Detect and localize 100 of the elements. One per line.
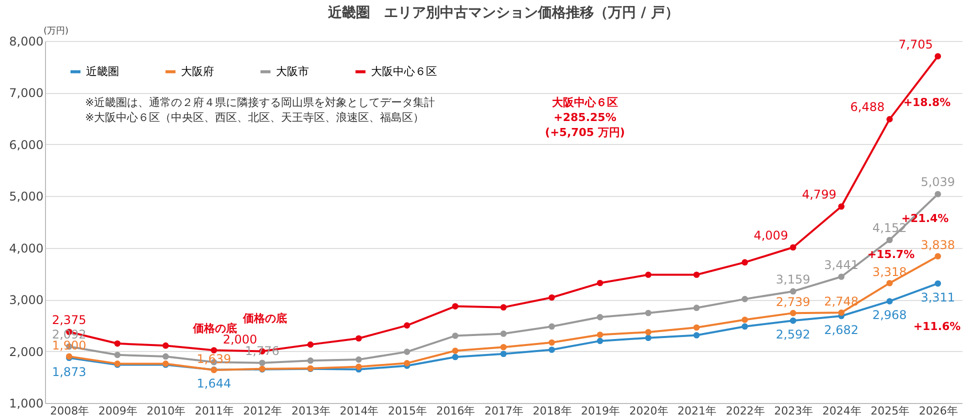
legend-label: 大阪市 — [276, 64, 309, 78]
point — [886, 280, 893, 286]
data-label: 1,639 — [196, 352, 232, 366]
point — [838, 203, 845, 210]
point — [790, 244, 796, 251]
y-axis-title: (万円) — [44, 26, 69, 36]
annotation: +15.7% — [867, 248, 915, 261]
legend-label: 近畿圏 — [86, 64, 119, 78]
data-label: 2,375 — [52, 312, 86, 327]
point — [548, 294, 555, 301]
y-tick-label: 5,000 — [9, 190, 44, 204]
data-label: 3,311 — [920, 290, 956, 304]
point — [307, 341, 314, 348]
x-tick-label: 2021年 — [678, 404, 717, 418]
point — [596, 338, 604, 344]
x-tick-label: 2009年 — [98, 404, 138, 418]
annotation: 価格の底 — [242, 312, 287, 325]
point — [645, 334, 652, 341]
point — [210, 347, 218, 354]
point — [548, 346, 555, 353]
point — [500, 330, 507, 337]
x-tick-label: 2015年 — [388, 404, 427, 418]
point — [645, 272, 652, 278]
point — [596, 332, 604, 338]
point — [934, 280, 942, 287]
point — [500, 304, 507, 310]
legend-label: 大阪府 — [181, 64, 214, 78]
point — [886, 236, 893, 244]
point — [452, 348, 458, 354]
point — [548, 323, 555, 330]
point — [693, 304, 700, 311]
y-tick-label: 8,000 — [9, 34, 44, 48]
point — [838, 309, 845, 316]
point — [500, 350, 507, 358]
x-tick-label: 2014年 — [340, 404, 379, 418]
point — [645, 328, 652, 336]
point — [790, 288, 796, 295]
data-label: 3,441 — [824, 258, 859, 272]
y-tick-label: 1,000 — [9, 396, 44, 410]
annotation: +18.8% — [903, 96, 951, 109]
point — [114, 352, 121, 358]
point — [404, 360, 410, 366]
data-label: 6,488 — [850, 100, 885, 114]
point — [742, 296, 748, 302]
legend-label: 大阪中心６区 — [371, 64, 437, 78]
point — [162, 342, 169, 349]
point — [886, 298, 893, 304]
chart-title: 近畿圏 エリア別中古マンション価格推移（万円 / 戸） — [327, 4, 679, 21]
x-tick-label: 2026年 — [918, 404, 958, 418]
point — [452, 354, 458, 360]
data-label: 1,644 — [196, 376, 232, 391]
point — [693, 272, 700, 278]
point — [356, 335, 362, 342]
point — [452, 332, 458, 339]
point — [307, 357, 314, 364]
y-tick-label: 6,000 — [9, 138, 44, 152]
point — [596, 314, 604, 320]
point — [596, 280, 604, 286]
point — [693, 332, 700, 338]
y-tick-label: 3,000 — [9, 293, 44, 308]
x-tick-label: 2018年 — [532, 404, 572, 418]
x-tick-label: 2017年 — [484, 404, 524, 418]
annotation: 価格の底 — [192, 322, 237, 335]
point — [114, 340, 121, 347]
point — [356, 364, 362, 370]
y-tick-label: 7,000 — [9, 86, 44, 100]
annotation: 大阪中心６区 +285.25% (+5,705 万円) — [545, 96, 625, 139]
point — [452, 303, 458, 310]
x-tick-label: 2023年 — [774, 404, 814, 418]
x-tick-label: 2008年 — [50, 404, 90, 418]
data-label: 5,039 — [920, 175, 956, 190]
point — [934, 253, 942, 260]
data-label: 2,968 — [872, 308, 907, 322]
point — [934, 190, 942, 198]
point — [886, 116, 893, 122]
point — [742, 323, 748, 330]
x-tick-label: 2011年 — [194, 404, 234, 418]
point — [500, 344, 507, 350]
x-tick-label: 2012年 — [243, 404, 282, 418]
data-label: 2,000 — [222, 332, 258, 346]
y-tick-label: 4,000 — [9, 241, 44, 256]
data-label: 1,873 — [52, 364, 86, 379]
data-label: 2,092 — [52, 328, 86, 342]
y-tick-label: 2,000 — [9, 344, 44, 359]
x-tick-label: 2025年 — [870, 404, 910, 418]
point — [790, 310, 796, 316]
x-tick-label: 2022年 — [726, 404, 765, 418]
x-tick-label: 2024年 — [822, 404, 862, 418]
data-label: 4,799 — [802, 188, 836, 202]
data-label: 2,682 — [824, 323, 859, 338]
data-label: 4,009 — [754, 228, 788, 242]
annotation: +21.4% — [901, 212, 949, 225]
data-label: 2,592 — [776, 328, 810, 342]
point — [259, 360, 266, 366]
point — [404, 348, 410, 355]
point — [693, 324, 700, 331]
x-tick-label: 2013年 — [291, 404, 330, 418]
x-tick-label: 2010年 — [146, 404, 186, 418]
point — [645, 310, 652, 316]
annotation: ※近畿圏は、通常の２府４県に隣接する岡山県を対象としてデータ集計 — [85, 96, 436, 109]
